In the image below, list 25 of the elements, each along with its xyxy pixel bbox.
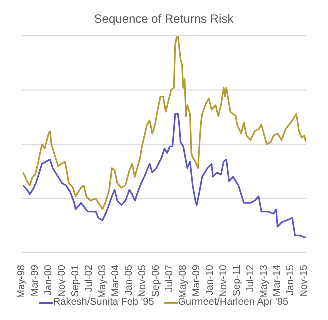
x-tick-label: Jan-05 [124, 264, 136, 296]
x-tick-label: Sep-01 [70, 264, 82, 298]
x-tick-label: May-08 [178, 264, 190, 298]
x-tick-label: Mar-14 [272, 264, 284, 297]
x-tick-label: Nov-05 [138, 264, 149, 298]
x-tick-label: Nov-15 [299, 264, 310, 298]
legend-label: Rakesh/Sunita Feb '95 [52, 297, 154, 308]
x-tick-label: Jul-12 [245, 264, 256, 292]
x-tick-label: Jul-07 [164, 264, 176, 292]
x-tick-label: Sep-06 [151, 264, 162, 298]
x-tick-label: May-98 [16, 264, 28, 298]
x-tick-label: Nov-10 [218, 264, 230, 298]
x-tick-label: Jul-02 [84, 264, 95, 292]
legend-label: Gurmeet/Harleen Apr '95 [177, 297, 289, 308]
x-tick-label: Jan-10 [204, 264, 216, 296]
x-tick-label: Sep-11 [232, 264, 243, 297]
x-tick-label: Jan-15 [286, 264, 297, 296]
x-tick-label: Mar-09 [191, 264, 202, 297]
x-tick-label: Nov-00 [56, 264, 68, 298]
x-tick-label: May-03 [97, 264, 108, 298]
chart-title: Sequence of Returns Risk [93, 11, 235, 28]
x-tick-label: Mar-99 [30, 264, 41, 297]
x-tick-label: Mar-04 [110, 264, 122, 297]
x-tick-label: Jan-00 [43, 264, 54, 296]
x-tick-label: May-13 [258, 264, 270, 298]
